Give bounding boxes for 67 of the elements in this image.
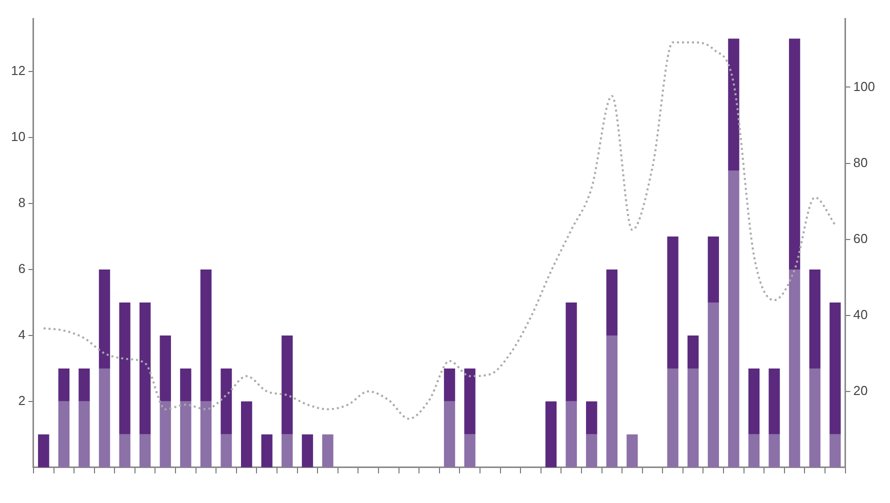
bar (58, 368, 70, 402)
bar (788, 38, 800, 270)
bar (626, 434, 638, 468)
bar (830, 302, 841, 434)
bar (98, 368, 110, 468)
bar (566, 302, 577, 402)
bar (788, 269, 800, 468)
bar (830, 434, 841, 468)
bar (768, 434, 780, 468)
bar (748, 434, 760, 468)
bar (119, 434, 130, 468)
bar (444, 401, 456, 468)
bar (58, 401, 70, 468)
bar (809, 368, 820, 468)
y-tick-label: 4 (18, 327, 26, 342)
y2-tick-label: 100 (853, 78, 876, 94)
y-tick-label: 10 (10, 129, 26, 144)
bar (200, 401, 212, 468)
y2-tick-label: 80 (853, 154, 868, 170)
y-tick-label: 8 (18, 195, 26, 210)
bar (119, 302, 130, 434)
y2-tick-label: 20 (853, 382, 868, 398)
y-tick-label: 12 (10, 63, 26, 78)
bar (688, 368, 699, 468)
bar (809, 269, 820, 368)
bar (38, 434, 50, 468)
bar (545, 401, 557, 468)
bar (160, 401, 171, 468)
bar (240, 401, 252, 468)
bar (140, 302, 151, 434)
bar (98, 269, 110, 368)
bar (708, 236, 719, 302)
bar (464, 368, 476, 434)
bar (464, 434, 476, 468)
y-tick-label: 2 (18, 393, 26, 408)
bar (180, 368, 192, 402)
bar (728, 38, 740, 171)
bar (220, 434, 232, 468)
bar (282, 335, 293, 434)
y2-tick-label: 40 (853, 306, 868, 322)
bar (688, 335, 699, 368)
bar (586, 434, 598, 468)
bar (140, 434, 151, 468)
bar (728, 170, 740, 468)
bar (667, 236, 678, 368)
bar (708, 302, 719, 468)
bar (566, 401, 577, 468)
line-series (42, 41, 836, 420)
bar (78, 368, 90, 402)
bar (78, 401, 90, 468)
bar (220, 368, 232, 434)
bar (768, 368, 780, 434)
y2-tick-label: 60 (853, 230, 868, 246)
bar (261, 434, 272, 468)
bar (180, 401, 192, 468)
bar (606, 335, 618, 468)
bar (302, 434, 314, 468)
bar (748, 368, 760, 434)
bar (322, 434, 334, 468)
bar (282, 434, 293, 468)
bar (200, 269, 212, 402)
bar (667, 368, 678, 468)
bar (444, 368, 456, 402)
y-tick-label: 6 (18, 261, 26, 276)
bar (586, 401, 598, 434)
bar (606, 269, 618, 336)
bar (160, 335, 171, 402)
